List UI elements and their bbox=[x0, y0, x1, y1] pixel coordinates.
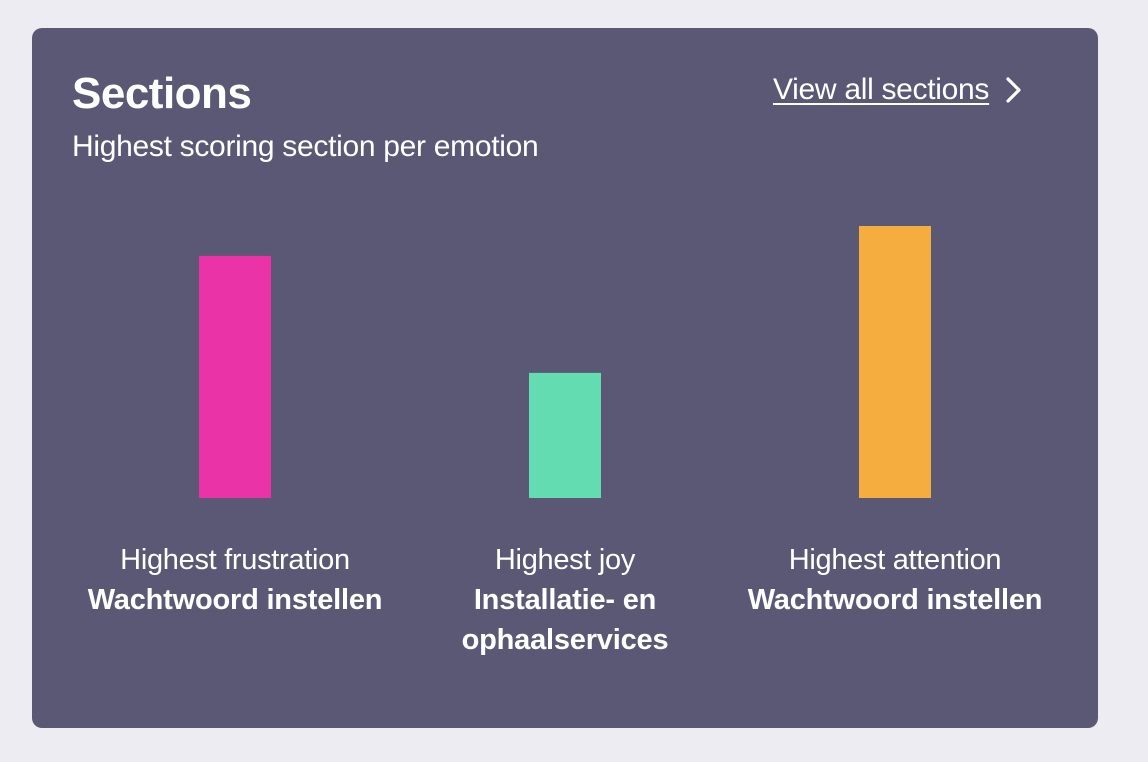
bar-label-block-2: Highest joy Installatie- en ophaalservice… bbox=[400, 540, 730, 660]
bar-1 bbox=[199, 255, 271, 498]
bar-2 bbox=[529, 372, 601, 498]
emotion-bar-chart bbox=[199, 226, 931, 498]
bar-label-block-1: Highest frustration Wachtwoord instellen bbox=[70, 540, 400, 620]
emotion-label: Highest attention bbox=[788, 544, 1002, 576]
bar-3 bbox=[859, 226, 931, 498]
card-title: Sections bbox=[72, 69, 252, 118]
view-all-sections-link[interactable]: View all sections bbox=[773, 70, 1025, 110]
view-all-sections-label: View all sections bbox=[773, 73, 990, 106]
section-name-label: Wachtwoord instellen bbox=[747, 584, 1043, 616]
sections-card: Sections Highest scoring section per emo… bbox=[32, 28, 1098, 728]
section-name-label: Wachtwoord instellen bbox=[87, 584, 383, 616]
card-subtitle: Highest scoring section per emotion bbox=[72, 130, 539, 163]
emotion-label: Highest joy bbox=[494, 544, 636, 576]
bar-label-block-3: Highest attention Wachtwoord instellen bbox=[730, 540, 1060, 620]
section-name-label: Installatie- en ophaalservices bbox=[461, 584, 669, 656]
emotion-label: Highest frustration bbox=[120, 544, 350, 576]
chevron-right-icon bbox=[1003, 75, 1025, 105]
